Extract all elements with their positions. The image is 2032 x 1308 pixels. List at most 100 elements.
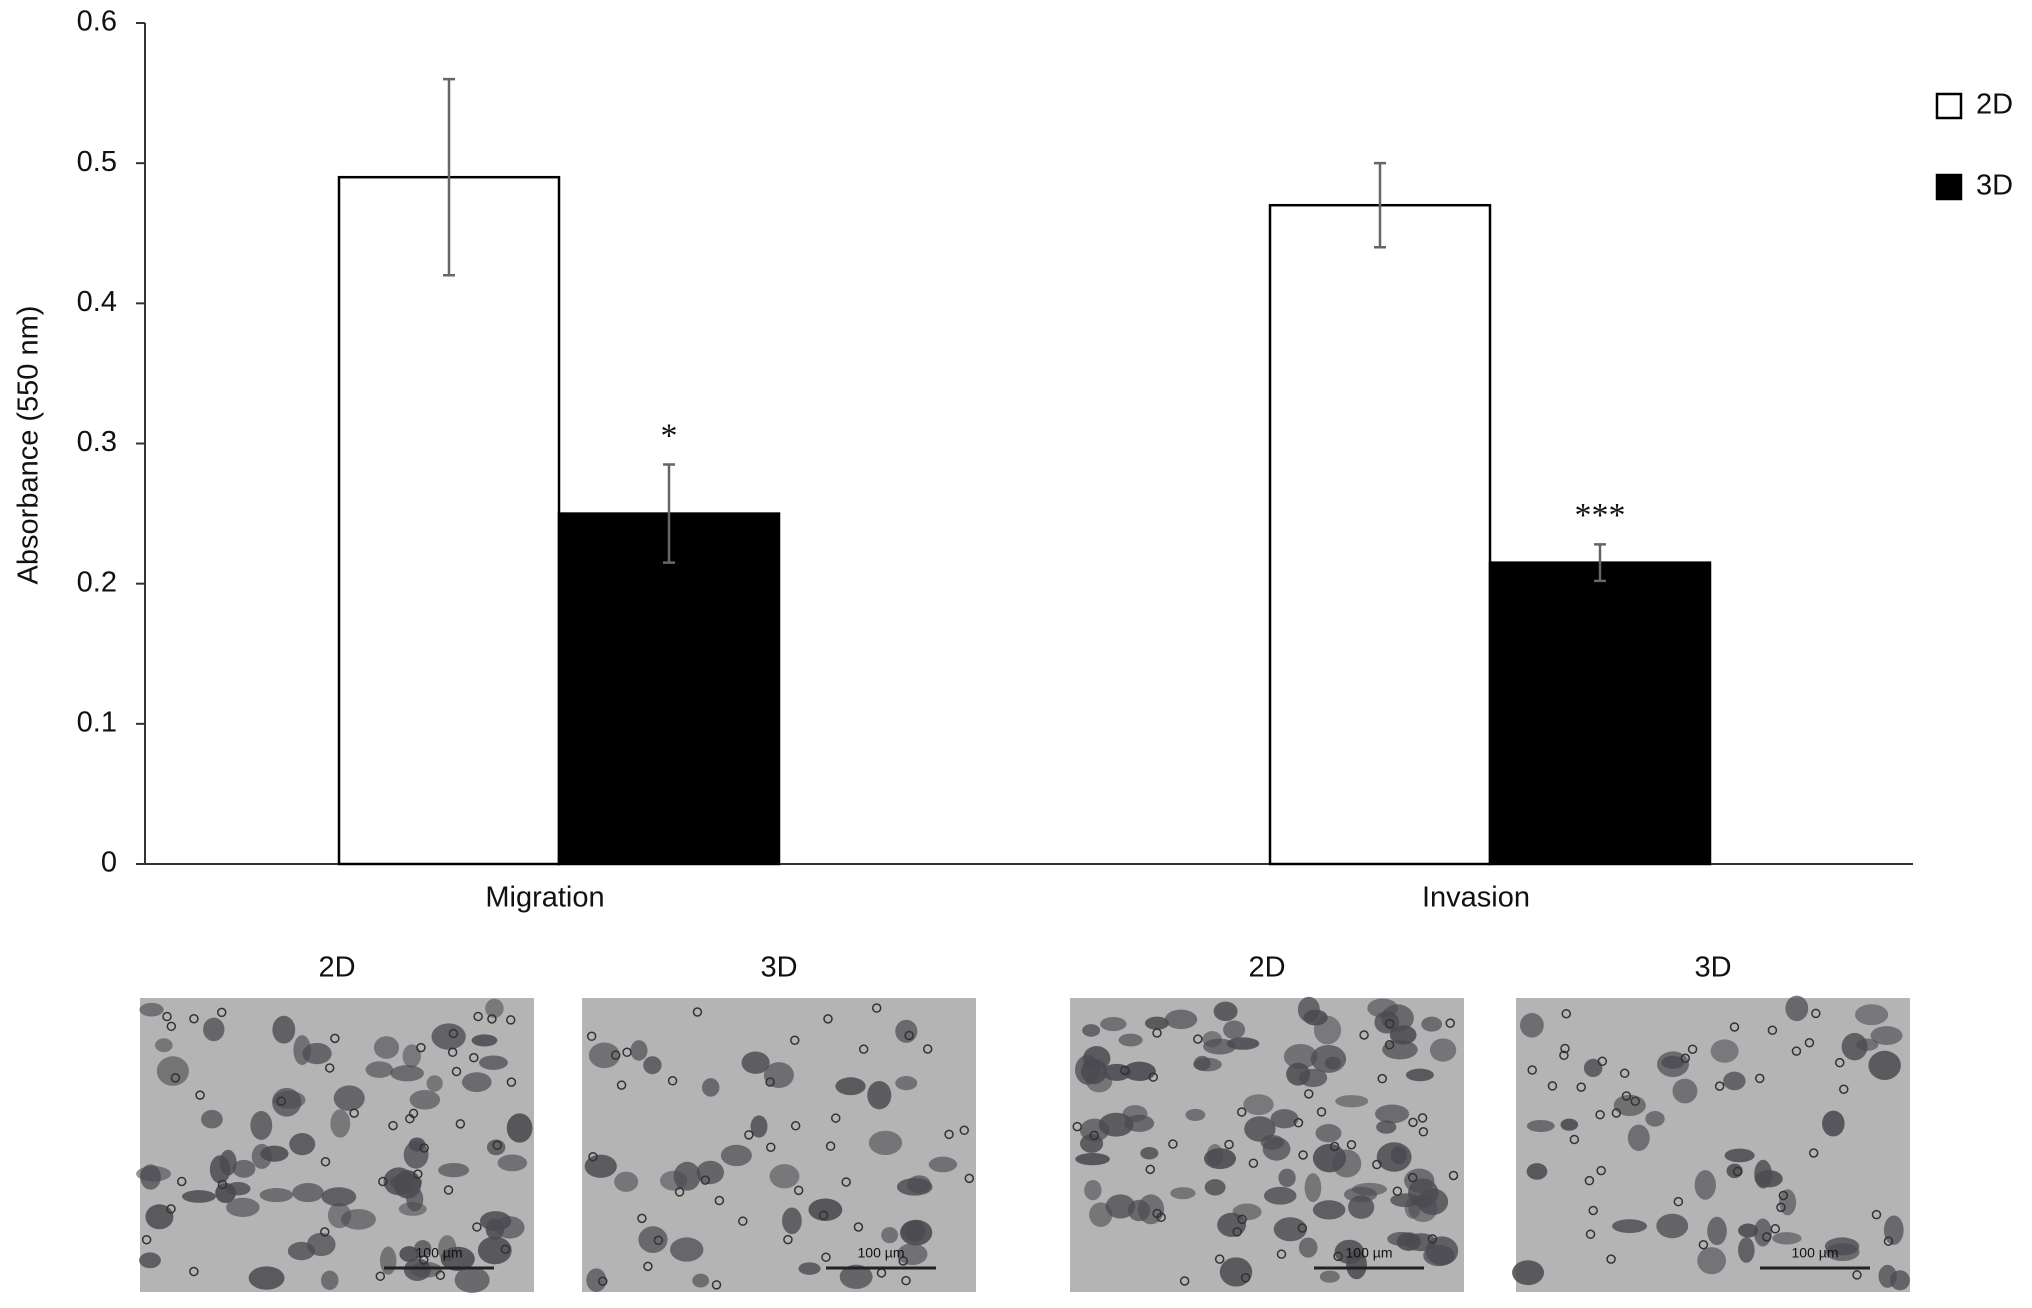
pore [1606,1254,1616,1264]
pore [1448,1170,1459,1181]
pore [473,1011,483,1022]
pore [616,1080,627,1090]
pore [1237,1214,1247,1225]
y-tick-label: 0.6 [77,6,117,38]
cell [741,1051,770,1074]
pore [162,1011,172,1022]
pore [598,1276,608,1287]
cell [390,1065,424,1082]
panel-label: 2D [318,952,355,984]
cell [1080,1058,1108,1085]
cell [1707,1216,1727,1246]
cell [248,1266,285,1290]
cell [1351,1182,1388,1196]
cell [155,1038,173,1053]
cell [1082,1024,1101,1037]
cell [1270,1109,1299,1129]
pore [1346,1140,1357,1150]
pore [790,1035,800,1046]
pore [1298,1150,1308,1160]
pore [1611,1108,1622,1118]
error-bar [663,463,675,564]
cell [1203,1038,1237,1055]
pore [1776,1202,1786,1213]
cell [1694,1170,1716,1200]
cell [1389,1025,1417,1045]
pore [700,1175,711,1185]
pore [1767,1025,1778,1035]
pore [790,1121,801,1131]
cell [289,1133,316,1156]
cell [1870,1026,1903,1046]
pore [1835,1057,1845,1068]
cell [431,1023,466,1050]
pore [588,1152,598,1162]
cell [250,1110,273,1140]
pore [744,1130,754,1140]
cell [327,1202,352,1229]
pore [1732,1166,1743,1177]
pore [448,1028,459,1039]
cell [588,1042,620,1069]
pore [469,1052,479,1063]
cell [1204,1179,1226,1196]
pore [586,1031,597,1042]
pore [1333,1251,1343,1262]
cell [1193,1057,1222,1072]
cell [692,1273,710,1288]
cell [1421,1016,1443,1032]
cell [1376,1142,1412,1172]
pore [818,1210,829,1221]
pore [1152,1028,1162,1038]
cell [321,1270,339,1291]
pore [1770,1224,1781,1234]
cell [1140,1146,1159,1160]
pore [1193,1034,1203,1044]
pore [738,1216,748,1226]
pore [898,1256,908,1266]
pore [276,1096,287,1106]
cell [896,1243,928,1266]
pore [1276,1249,1287,1259]
cell [1164,1009,1198,1030]
pore [447,1047,458,1058]
cell [1374,1104,1410,1124]
pore [1595,1109,1605,1120]
cell [1583,1058,1603,1078]
cell [478,1055,508,1070]
cell [1080,1133,1104,1153]
pore [1232,1227,1242,1237]
cell [1244,1116,1276,1142]
pore [765,1077,775,1087]
pore [1527,1065,1537,1075]
cell [670,1237,704,1262]
cell [1878,1264,1897,1288]
cell [638,1226,668,1253]
pore [1569,1134,1580,1145]
cell [1883,1215,1904,1245]
cell [1738,1237,1755,1263]
cell [1243,1094,1274,1116]
pore [1560,1043,1570,1054]
cell [769,1164,800,1189]
cell [1697,1247,1726,1275]
cell [272,1015,296,1044]
cell [1512,1260,1544,1286]
significance-mark: * [661,417,678,454]
pore [831,1113,841,1123]
cell [373,1036,400,1059]
cell [1754,1159,1772,1189]
legend-swatch [1935,92,1963,120]
pore [1329,1141,1340,1152]
pore [1214,1254,1225,1264]
cell [1232,1203,1262,1221]
pore [1687,1044,1698,1054]
cell [1822,1110,1845,1137]
pore [1588,1205,1598,1216]
y-tick-label: 0.5 [77,146,117,178]
y-tick-label: 0 [101,847,117,879]
bar [557,512,781,866]
cell [226,1197,260,1217]
cell [461,1072,492,1093]
cell [365,1061,394,1078]
